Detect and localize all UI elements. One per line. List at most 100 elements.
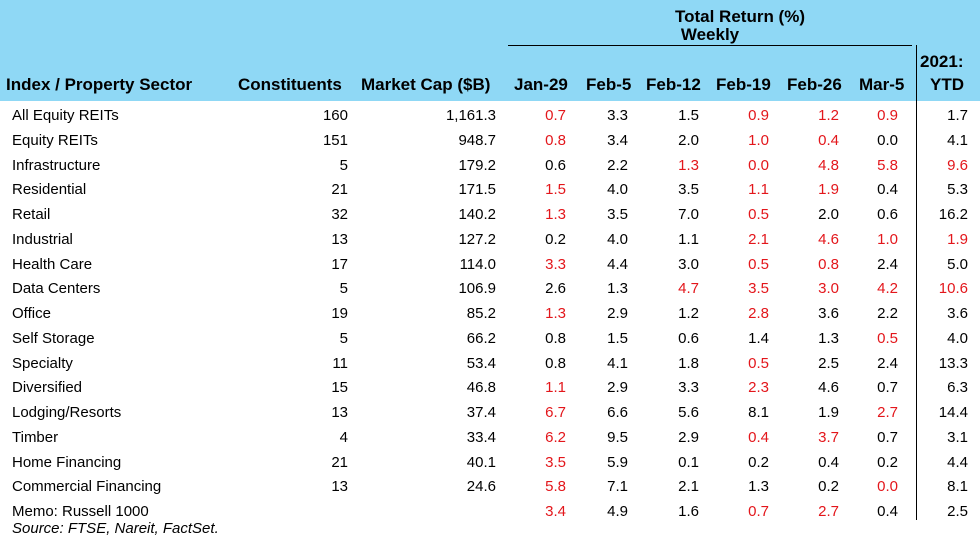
column-header-ytd: YTD: [930, 75, 964, 94]
row-weekly-return: 3.3: [678, 379, 699, 397]
row-constituents: 21: [331, 453, 348, 471]
row-weekly-return: 2.2: [607, 156, 628, 174]
header-sub-title: Weekly: [680, 25, 740, 44]
row-weekly-return: 0.0: [877, 478, 898, 496]
row-constituents: 13: [331, 404, 348, 421]
row-weekly-return: 0.5: [748, 354, 769, 372]
row-weekly-return: 0.1: [678, 453, 699, 471]
row-weekly-return: 4.1: [607, 354, 628, 372]
row-weekly-return: 3.6: [818, 305, 839, 322]
row-weekly-return: 1.3: [607, 280, 628, 298]
row-weekly-return: 0.8: [545, 131, 566, 149]
row-sector-label: Diversified: [12, 379, 83, 397]
row-weekly-return: 1.4: [748, 329, 769, 347]
row-ytd-return: 8.1: [947, 478, 968, 496]
source-note: Source: FTSE, Nareit, FactSet.: [12, 520, 219, 537]
row-constituents: 15: [331, 379, 348, 397]
row-weekly-return: 1.5: [545, 181, 566, 199]
row-weekly-return: 0.4: [748, 428, 769, 446]
row-weekly-return: 1.3: [818, 329, 839, 347]
row-weekly-return: 2.1: [748, 230, 769, 248]
row-constituents: 4: [339, 428, 348, 446]
row-weekly-return: 7.0: [678, 206, 699, 223]
row-weekly-return: 2.7: [877, 404, 898, 421]
table-header: Total Return (%) Weekly Index / Property…: [0, 0, 980, 101]
row-weekly-return: 0.2: [818, 478, 839, 496]
row-sector-label: Commercial Financing: [12, 478, 162, 496]
row-market-cap: 33.4: [466, 428, 496, 446]
row-weekly-return: 5.6: [678, 404, 699, 421]
row-market-cap: 46.8: [466, 379, 496, 397]
row-weekly-return: 4.7: [678, 280, 699, 298]
row-weekly-return: 0.5: [748, 206, 769, 223]
row-weekly-return: 0.6: [545, 156, 566, 174]
row-weekly-return: 0.8: [818, 255, 839, 273]
column-header-week-5: Feb-26: [787, 75, 842, 94]
row-weekly-return: 2.3: [748, 379, 769, 397]
row-weekly-return: 2.2: [877, 305, 898, 322]
row-constituents: 5: [339, 329, 348, 347]
row-weekly-return: 6.6: [607, 404, 628, 421]
row-weekly-return: 0.2: [877, 453, 898, 471]
row-weekly-return: 0.4: [877, 181, 898, 199]
row-weekly-return: 2.9: [607, 305, 628, 322]
row-weekly-return: 0.5: [877, 329, 898, 347]
row-market-cap: 948.7: [458, 131, 496, 149]
row-weekly-return: 4.2: [877, 280, 898, 298]
row-weekly-return: 0.7: [877, 379, 898, 397]
row-weekly-return: 5.9: [607, 453, 628, 471]
row-weekly-return: 0.8: [545, 329, 566, 347]
row-weekly-return: 1.2: [678, 305, 699, 322]
column-header-ytd-year: 2021:: [920, 52, 964, 71]
row-weekly-return: 4.0: [607, 230, 628, 248]
row-constituents: 32: [331, 206, 348, 223]
row-market-cap: 24.6: [466, 478, 496, 496]
row-weekly-return: 0.0: [748, 156, 769, 174]
row-sector-label: Data Centers: [12, 280, 101, 298]
row-weekly-return: 3.3: [607, 107, 628, 124]
row-weekly-return: 0.0: [877, 131, 898, 149]
column-header-market-cap: Market Cap ($B): [361, 75, 491, 94]
row-constituents: 13: [331, 478, 348, 496]
row-constituents: 5: [339, 156, 348, 174]
row-ytd-return: 14.4: [938, 404, 968, 421]
row-weekly-return: 2.8: [748, 305, 769, 322]
row-ytd-return: 9.6: [947, 156, 968, 174]
row-ytd-return: 1.9: [947, 230, 968, 248]
row-weekly-return: 8.1: [748, 404, 769, 421]
row-constituents: 5: [339, 280, 348, 298]
row-weekly-return: 3.5: [607, 206, 628, 223]
column-header-sector: Index / Property Sector: [6, 75, 193, 94]
row-market-cap: 40.1: [466, 453, 496, 471]
column-header-week-4: Feb-19: [716, 75, 771, 94]
row-weekly-return: 3.0: [818, 280, 839, 298]
row-sector-label: Lodging/Resorts: [12, 404, 122, 421]
row-ytd-return: 13.3: [938, 354, 968, 372]
row-weekly-return: 5.8: [545, 478, 566, 496]
row-constituents: 21: [331, 181, 348, 199]
row-market-cap: 66.2: [466, 329, 496, 347]
column-header-week-3: Feb-12: [646, 75, 701, 94]
column-header-week-1: Jan-29: [514, 75, 568, 94]
row-market-cap: 140.2: [458, 206, 496, 223]
row-ytd-return: 1.7: [947, 107, 968, 124]
row-constituents: 19: [331, 305, 348, 322]
row-weekly-return: 2.9: [678, 428, 699, 446]
row-weekly-return: 7.1: [607, 478, 628, 496]
row-sector-label: Residential: [12, 181, 87, 199]
row-sector-label: Specialty: [12, 354, 73, 372]
row-weekly-return: 1.3: [748, 478, 769, 496]
row-weekly-return: 6.7: [545, 404, 566, 421]
row-weekly-return: 1.3: [545, 206, 566, 223]
row-weekly-return: 1.5: [607, 329, 628, 347]
column-header-constituents: Constituents: [238, 75, 342, 94]
row-weekly-return: 0.9: [748, 107, 769, 124]
row-sector-label: Equity REITs: [12, 131, 98, 149]
row-weekly-return: 1.1: [545, 379, 566, 397]
row-ytd-return: 16.2: [938, 206, 968, 223]
row-weekly-return: 0.2: [545, 230, 566, 248]
row-sector-label: Home Financing: [12, 453, 122, 471]
ytd-column-divider: [916, 45, 917, 520]
row-weekly-return: 2.9: [607, 379, 628, 397]
row-market-cap: 85.2: [466, 305, 496, 322]
